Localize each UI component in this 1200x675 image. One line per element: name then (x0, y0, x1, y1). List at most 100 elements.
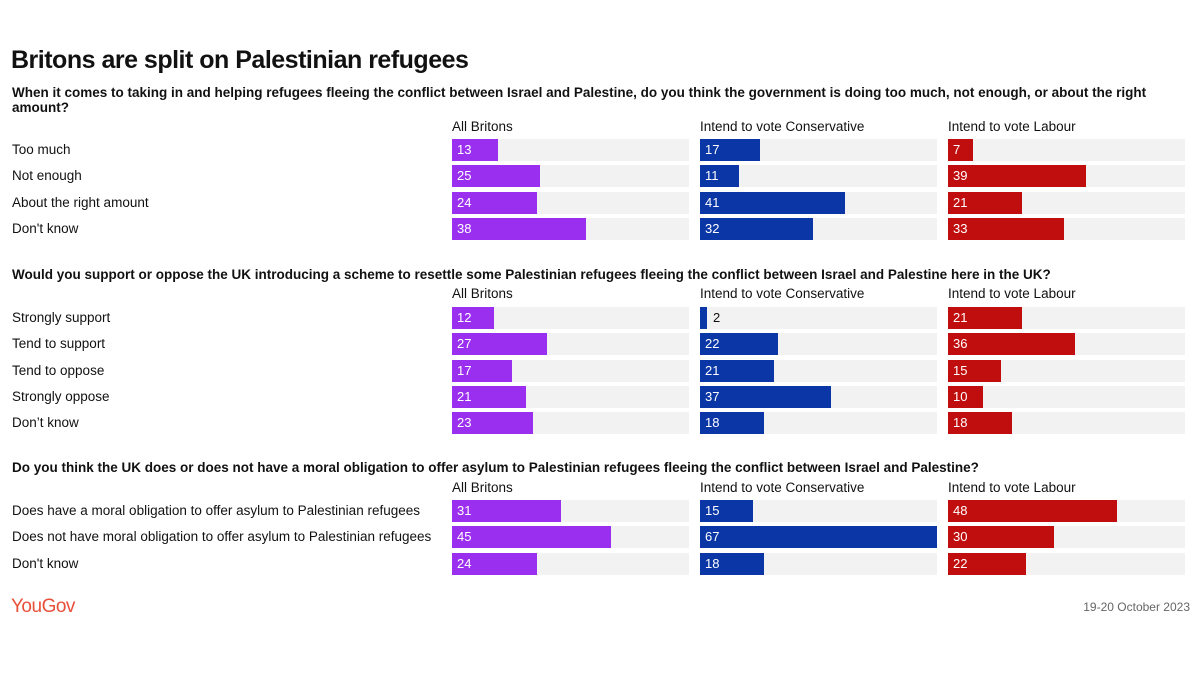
data-label: 67 (705, 529, 720, 545)
data-label: 31 (457, 503, 472, 518)
data-label: 15 (705, 503, 720, 518)
bar (700, 333, 778, 356)
data-label: 22 (953, 555, 968, 571)
data-label: 39 (953, 168, 968, 184)
bar (452, 385, 527, 408)
data-label: 11 (705, 168, 719, 184)
bar (452, 217, 587, 240)
bar (700, 165, 739, 188)
row-label: Don't know (12, 220, 79, 236)
data-label: 21 (953, 194, 968, 210)
bar-track (700, 165, 937, 188)
bar-track (452, 139, 689, 161)
bar (948, 412, 1012, 435)
chart-title: Britons are split on Palestinian refugee… (11, 46, 469, 74)
bar-track (948, 359, 1185, 382)
bar-track (948, 385, 1185, 408)
data-label: 2 (713, 310, 721, 325)
bar (948, 217, 1065, 240)
column-header: Intend to vote Conservative (700, 286, 865, 301)
row-label: Don't know (12, 555, 79, 571)
data-label: 38 (457, 220, 472, 236)
bar (700, 385, 831, 408)
data-label: 21 (457, 388, 472, 404)
yougov-logo: YouGov (11, 596, 75, 617)
data-label: 37 (705, 388, 720, 404)
bar (452, 500, 562, 522)
bar (452, 333, 548, 356)
bar (452, 412, 534, 435)
data-label: 10 (953, 388, 968, 404)
bar (452, 191, 537, 214)
bar (948, 552, 1026, 575)
column-header: All Britons (452, 286, 513, 301)
row-label: About the right amount (12, 194, 149, 210)
bar (452, 139, 498, 161)
data-label: 18 (705, 555, 720, 571)
column-header: Intend to vote Conservative (700, 119, 865, 134)
data-label: 17 (705, 142, 720, 157)
column-header: Intend to vote Labour (948, 480, 1076, 495)
bar (948, 139, 973, 161)
data-label: 17 (457, 362, 472, 378)
column-header: All Britons (452, 119, 513, 134)
data-label: 41 (705, 194, 720, 210)
data-label: 24 (457, 194, 472, 210)
row-label: Not enough (12, 168, 82, 184)
date-label: 19-20 October 2023 (1083, 600, 1190, 614)
data-label: 13 (457, 142, 472, 157)
bar (948, 165, 1086, 188)
bar-track (948, 139, 1185, 161)
question-title: When it comes to taking in and helping r… (12, 85, 1147, 115)
question-title: Would you support or oppose the UK intro… (12, 267, 1051, 282)
row-label: Tend to support (12, 336, 106, 352)
column-header: Intend to vote Conservative (700, 480, 865, 495)
bar (948, 359, 1001, 382)
bar (452, 526, 611, 549)
data-label: 18 (705, 415, 720, 431)
bar-track (452, 307, 689, 329)
data-label: 48 (953, 503, 968, 518)
bar (700, 139, 760, 161)
bar (700, 412, 764, 435)
row-label: Does have a moral obligation to offer as… (12, 503, 420, 518)
bar (948, 526, 1054, 549)
bar (700, 552, 764, 575)
data-label: 24 (457, 555, 472, 571)
data-label: 36 (953, 336, 968, 352)
bar (948, 500, 1118, 522)
row-label: Too much (12, 142, 71, 157)
data-label: 21 (705, 362, 720, 378)
row-label: Tend to oppose (12, 362, 105, 378)
data-label: 33 (953, 220, 968, 236)
bar (948, 307, 1023, 329)
bar-track (700, 500, 937, 522)
bar (700, 191, 845, 214)
data-label: 32 (705, 220, 720, 236)
row-label: Does not have moral obligation to offer … (12, 529, 432, 545)
data-label: 18 (953, 415, 968, 431)
bar (948, 385, 984, 408)
bar (452, 307, 495, 329)
bar (700, 359, 775, 382)
bar (700, 217, 813, 240)
data-label: 21 (953, 310, 968, 325)
bar (700, 500, 753, 522)
bar (452, 165, 541, 188)
data-label: 12 (457, 310, 472, 325)
bar (948, 191, 1023, 214)
row-label: Don’t know (12, 415, 79, 431)
bar (452, 552, 537, 575)
data-label: 23 (457, 415, 472, 431)
bar (700, 307, 708, 329)
bar (452, 359, 512, 382)
data-label: 15 (953, 362, 968, 378)
data-label: 25 (457, 168, 472, 184)
row-label: Strongly support (12, 310, 111, 325)
data-label: 27 (457, 336, 472, 352)
data-label: 22 (705, 336, 720, 352)
data-label: 45 (457, 529, 472, 545)
bar (948, 333, 1076, 356)
column-header: Intend to vote Labour (948, 286, 1076, 301)
